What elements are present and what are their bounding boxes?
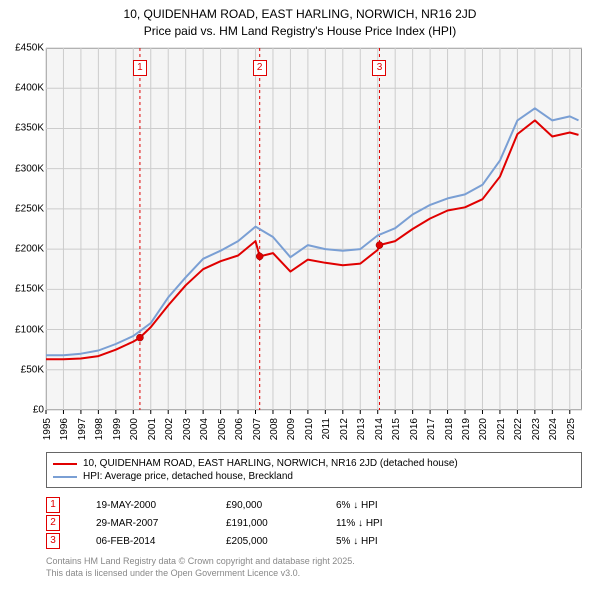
x-tick-label: 2016 [409, 418, 420, 440]
series-hpi [46, 108, 579, 355]
x-tick-label: 1998 [94, 418, 105, 440]
sales-row-price: £191,000 [226, 518, 336, 529]
x-tick-label: 2022 [513, 418, 524, 440]
x-tick-label: 2001 [147, 418, 158, 440]
legend-item: 10, QUIDENHAM ROAD, EAST HARLING, NORWIC… [53, 457, 575, 470]
x-tick-label: 2009 [286, 418, 297, 440]
sales-row-delta: 5% ↓ HPI [336, 536, 436, 547]
sale-marker-flag: 2 [253, 60, 267, 76]
y-tick-label: £0 [4, 405, 44, 416]
x-tick-label: 2002 [164, 418, 175, 440]
legend-swatch-property [53, 463, 77, 465]
sales-row-date: 06-FEB-2014 [96, 536, 226, 547]
legend-swatch-hpi [53, 476, 77, 478]
y-tick-label: £100K [4, 324, 44, 335]
sales-row-marker: 1 [46, 497, 60, 513]
sales-row-delta: 6% ↓ HPI [336, 500, 436, 511]
y-tick-label: £350K [4, 123, 44, 134]
x-tick-label: 2010 [304, 418, 315, 440]
x-tick-label: 2018 [444, 418, 455, 440]
x-tick-label: 2015 [391, 418, 402, 440]
y-tick-label: £200K [4, 244, 44, 255]
x-tick-label: 2017 [426, 418, 437, 440]
sales-row: 2 29-MAR-2007£191,00011% ↓ HPI [46, 514, 436, 532]
sale-point [376, 242, 383, 249]
sales-row-date: 29-MAR-2007 [96, 518, 226, 529]
sale-point [256, 253, 263, 260]
sales-row-marker: 2 [46, 515, 60, 531]
y-tick-label: £150K [4, 284, 44, 295]
x-tick-label: 1996 [59, 418, 70, 440]
y-tick-label: £50K [4, 364, 44, 375]
sale-point [136, 334, 143, 341]
x-tick-label: 2005 [217, 418, 228, 440]
sales-row-price: £205,000 [226, 536, 336, 547]
sales-row-date: 19-MAY-2000 [96, 500, 226, 511]
x-tick-label: 2008 [269, 418, 280, 440]
x-tick-label: 2006 [234, 418, 245, 440]
footer-line1: Contains HM Land Registry data © Crown c… [46, 556, 355, 568]
x-tick-label: 2012 [339, 418, 350, 440]
x-tick-label: 2000 [129, 418, 140, 440]
y-tick-label: £250K [4, 203, 44, 214]
legend: 10, QUIDENHAM ROAD, EAST HARLING, NORWIC… [46, 452, 582, 488]
x-tick-label: 2003 [182, 418, 193, 440]
sales-table: 1 19-MAY-2000£90,0006% ↓ HPI 2 29-MAR-2007£… [46, 496, 436, 550]
x-tick-label: 2020 [478, 418, 489, 440]
x-tick-label: 2025 [566, 418, 577, 440]
x-tick-label: 2007 [252, 418, 263, 440]
legend-label: HPI: Average price, detached house, Brec… [83, 471, 293, 482]
y-tick-label: £450K [4, 43, 44, 54]
x-tick-label: 2011 [321, 418, 332, 440]
x-tick-label: 1999 [112, 418, 123, 440]
x-tick-label: 1995 [42, 418, 53, 440]
x-tick-label: 2013 [356, 418, 367, 440]
series-property [46, 120, 579, 359]
legend-label: 10, QUIDENHAM ROAD, EAST HARLING, NORWIC… [83, 458, 458, 469]
x-tick-label: 2019 [461, 418, 472, 440]
y-tick-label: £400K [4, 83, 44, 94]
footer-note: Contains HM Land Registry data © Crown c… [46, 556, 355, 579]
sales-row-price: £90,000 [226, 500, 336, 511]
x-tick-label: 2004 [199, 418, 210, 440]
x-tick-label: 2021 [496, 418, 507, 440]
chart-container: 10, QUIDENHAM ROAD, EAST HARLING, NORWIC… [0, 0, 600, 590]
y-tick-label: £300K [4, 163, 44, 174]
legend-item: HPI: Average price, detached house, Brec… [53, 470, 575, 483]
sale-marker-flag: 3 [372, 60, 386, 76]
sales-row: 3 06-FEB-2014£205,0005% ↓ HPI [46, 532, 436, 550]
footer-line2: This data is licensed under the Open Gov… [46, 568, 355, 580]
x-tick-label: 2024 [548, 418, 559, 440]
x-tick-label: 2023 [531, 418, 542, 440]
sales-row-delta: 11% ↓ HPI [336, 518, 436, 529]
sales-row: 1 19-MAY-2000£90,0006% ↓ HPI [46, 496, 436, 514]
sale-marker-flag: 1 [133, 60, 147, 76]
x-tick-label: 1997 [77, 418, 88, 440]
x-tick-label: 2014 [374, 418, 385, 440]
sales-row-marker: 3 [46, 533, 60, 549]
